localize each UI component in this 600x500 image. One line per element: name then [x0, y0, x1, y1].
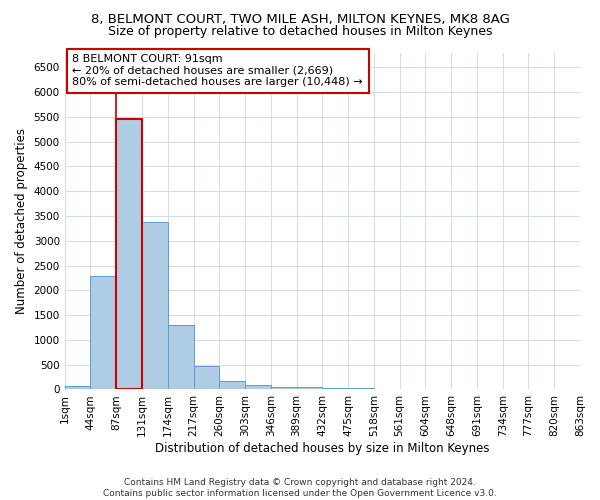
Text: Size of property relative to detached houses in Milton Keynes: Size of property relative to detached ho…: [108, 25, 492, 38]
Bar: [65, 386, 91, 390]
Bar: [219, 381, 245, 390]
Bar: [116, 120, 142, 390]
Bar: [193, 366, 219, 390]
Bar: [168, 324, 193, 390]
Bar: [245, 385, 271, 390]
Y-axis label: Number of detached properties: Number of detached properties: [15, 128, 28, 314]
Bar: [91, 276, 116, 390]
Bar: [296, 387, 322, 390]
Text: 8, BELMONT COURT, TWO MILE ASH, MILTON KEYNES, MK8 8AG: 8, BELMONT COURT, TWO MILE ASH, MILTON K…: [91, 12, 509, 26]
Bar: [116, 120, 142, 390]
Bar: [271, 387, 296, 390]
Bar: [348, 388, 374, 390]
Text: 8 BELMONT COURT: 91sqm
← 20% of detached houses are smaller (2,669)
80% of semi-: 8 BELMONT COURT: 91sqm ← 20% of detached…: [73, 54, 363, 88]
Bar: [142, 222, 168, 390]
Text: Contains HM Land Registry data © Crown copyright and database right 2024.
Contai: Contains HM Land Registry data © Crown c…: [103, 478, 497, 498]
Bar: [322, 388, 348, 390]
X-axis label: Distribution of detached houses by size in Milton Keynes: Distribution of detached houses by size …: [155, 442, 490, 455]
